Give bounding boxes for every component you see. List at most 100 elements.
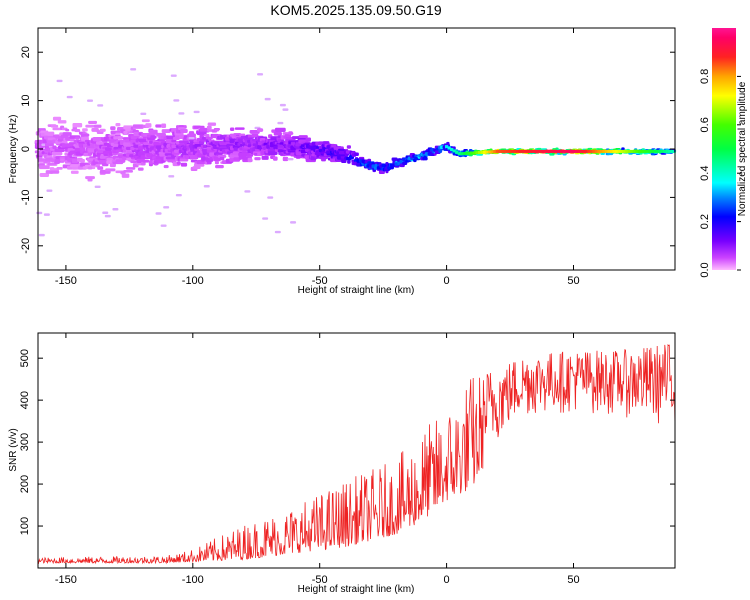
spectrogram-ridge-cell <box>556 149 560 153</box>
spectrogram-cell <box>175 193 182 197</box>
spectrogram-cell <box>193 163 205 167</box>
spectrogram-ridge-cell <box>670 149 675 153</box>
spectrogram-cell <box>80 133 90 137</box>
spectrogram-ridge-cell <box>571 149 576 153</box>
snr-x-tick-label: -150 <box>55 574 77 586</box>
spectrogram-cell <box>132 124 144 128</box>
spectrogram-ridge-cell <box>457 152 461 156</box>
spectrogram-ridge-cell <box>528 149 532 153</box>
spectrogram-cell <box>112 208 119 211</box>
spectrogram-cell <box>319 156 328 160</box>
spectrogram-ridge-cell <box>495 149 499 153</box>
spectrogram-cell <box>423 155 427 160</box>
spectrogram-cell <box>174 149 179 153</box>
spectrogram-cell <box>130 68 137 71</box>
spectrogram-x-ticks: -150 -100 -50 0 50 <box>55 28 580 287</box>
spectrogram-cell <box>178 112 185 115</box>
colorbar-tick-label: 0.8 <box>699 69 711 84</box>
spectrogram-ridge-cell <box>554 149 558 153</box>
snr-x-tick-label: -50 <box>312 574 328 586</box>
spectrogram-ridge-cell <box>444 145 449 149</box>
spectrogram-cell <box>57 120 67 124</box>
spectrogram-cell <box>198 141 205 145</box>
spectrogram-ridge-cell <box>549 149 553 153</box>
spectrogram-cell <box>446 141 450 146</box>
spectrogram-y-axis-label: Frequency (Hz) <box>8 115 19 184</box>
spectrogram-cell <box>272 156 278 161</box>
spectrogram-ridge-cell <box>648 149 652 153</box>
spectrogram-cell <box>261 155 269 160</box>
spectrogram-cell <box>44 142 54 147</box>
spectrogram-cell <box>110 139 116 143</box>
snr-series-line <box>37 344 676 565</box>
spectrogram-ridge-cell <box>617 149 621 153</box>
spectrogram-cell <box>97 104 104 107</box>
snr-x-axis-label: Height of straight line (km) <box>298 584 415 595</box>
spectrogram-ridge-cell <box>460 152 464 156</box>
spectrogram-y-tick-label: -10 <box>20 189 32 205</box>
spectrogram-cell <box>267 196 274 199</box>
spectrogram-cell <box>72 123 83 128</box>
spectrogram-cell <box>290 221 297 224</box>
spectrogram-cell <box>104 214 111 218</box>
spectrogram-cell <box>155 124 162 128</box>
spectrogram-cell <box>88 120 98 124</box>
spectrogram-cell <box>51 151 63 156</box>
spectrogram-cell <box>80 136 89 141</box>
spectrogram-cell <box>93 124 102 128</box>
spectrogram-cell <box>318 141 324 145</box>
spectrogram-cell <box>161 123 167 128</box>
spectrogram-cell <box>168 175 175 178</box>
spectrogram-ridge-cell <box>627 149 631 153</box>
spectrogram-cell <box>180 128 188 133</box>
spectrogram-x-axis-label: Height of straight line (km) <box>298 285 415 296</box>
spectrogram-ridge-cell <box>589 149 593 153</box>
snr-y-axis-label: SNR (v/v) <box>8 428 19 471</box>
spectrogram-cell <box>36 211 43 215</box>
spectrogram-cell <box>203 133 210 137</box>
spectrogram-ridge-cell <box>488 150 492 154</box>
snr-y-tick-label: 200 <box>19 475 31 493</box>
spectrogram-ridge-cell <box>477 151 482 155</box>
spectrogram-x-tick-label: -150 <box>55 275 77 287</box>
snr-x-tick-label: -100 <box>182 574 204 586</box>
spectrogram-cell <box>70 164 80 168</box>
spectrogram-ridge-cell <box>650 149 654 153</box>
spectrogram-ridge-cell <box>551 149 555 153</box>
spectrogram-ridge-cell <box>455 150 459 154</box>
spectrogram-cell <box>56 79 63 83</box>
spectrogram-cell <box>197 146 202 150</box>
spectrogram-ridge-cell <box>503 149 507 153</box>
spectrogram-cell <box>102 211 109 214</box>
spectrogram-cell <box>264 97 271 101</box>
spectrogram-ridge-cell <box>546 149 550 153</box>
spectrogram-cell <box>284 134 292 138</box>
spectrogram-cell <box>282 108 289 111</box>
spectrogram-cell <box>123 169 133 173</box>
spectrogram-cell <box>187 133 196 138</box>
spectrogram-cell <box>163 165 169 169</box>
spectrogram-y-tick-label: 0 <box>20 146 32 152</box>
spectrogram-cell <box>138 138 149 142</box>
spectrogram-cell <box>254 157 261 161</box>
spectrogram-cell <box>95 141 105 145</box>
spectrogram-ridge-cell <box>493 150 497 154</box>
spectrogram-y-tick-label: 10 <box>20 94 32 106</box>
spectrogram-cell <box>282 156 289 162</box>
spectrogram-cell <box>257 73 264 76</box>
spectrogram-cell <box>256 129 264 132</box>
spectrogram-cell <box>161 129 171 134</box>
spectrogram-ridge-cell <box>543 149 548 153</box>
spectrogram-cell <box>43 213 50 216</box>
spectrogram-ridge-cell <box>632 149 636 153</box>
spectrogram-ridge-cell <box>462 152 466 156</box>
spectrogram-x-tick-label: 50 <box>567 275 579 287</box>
spectrogram-cell <box>229 127 235 131</box>
spectrogram-ridge-cell <box>467 151 472 155</box>
snr-y-tick-label: 300 <box>19 433 31 451</box>
spectrogram-ridge-cell <box>653 149 657 153</box>
spectrogram-cell <box>298 135 308 138</box>
spectrogram-cell <box>140 112 147 116</box>
spectrogram-ridge-cell <box>569 149 573 153</box>
